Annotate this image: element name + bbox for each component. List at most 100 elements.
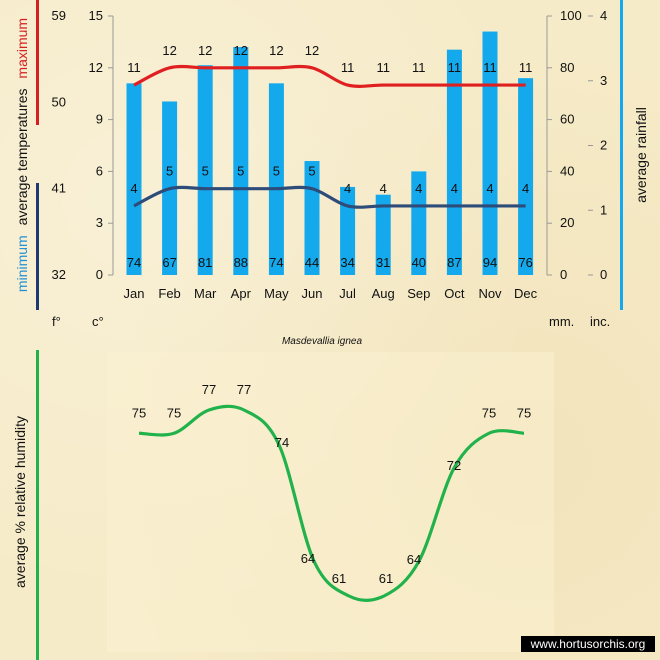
max-temp-label: 11 — [376, 60, 390, 75]
rainfall-label: 40 — [412, 255, 426, 270]
rainfall-label: 74 — [127, 255, 141, 270]
min-temp-label: 5 — [273, 164, 280, 179]
rainfall-bar — [411, 171, 427, 275]
unit-mm: mm. — [549, 314, 574, 329]
max-temp-label: 12 — [162, 43, 176, 58]
fahrenheit-tick-label: 41 — [52, 181, 66, 196]
inch-tick-label: 0 — [600, 267, 607, 282]
left-title-max: maximum — [14, 18, 30, 79]
max-temp-label: 11 — [448, 60, 462, 75]
rainfall-label: 87 — [447, 255, 461, 270]
min-temp-label: 4 — [380, 181, 387, 196]
right-title: average rainfall — [633, 107, 649, 203]
fahrenheit-tick-label: 59 — [52, 8, 66, 23]
max-temp-label: 11 — [412, 60, 426, 75]
rainfall-bar — [482, 31, 498, 275]
rainfall-bar — [126, 83, 142, 275]
rainfall-bar — [518, 78, 534, 275]
min-accent-bar — [36, 183, 39, 310]
humidity-label: 75 — [132, 405, 146, 420]
rainfall-bar — [446, 49, 462, 275]
celsius-tick-label: 9 — [96, 112, 103, 127]
mm-tick-label: 80 — [560, 60, 574, 75]
humidity-label: 61 — [332, 571, 346, 586]
humidity-panel — [107, 352, 554, 652]
unit-inches: inc. — [590, 314, 610, 329]
month-label: Aug — [372, 286, 395, 301]
max-temp-label: 11 — [127, 60, 141, 75]
humidity-label: 72 — [447, 458, 461, 473]
unit-celsius: c° — [92, 314, 104, 329]
mm-tick-label: 40 — [560, 163, 574, 178]
month-label: Jun — [302, 286, 323, 301]
month-label: May — [264, 286, 289, 301]
humidity-label: 64 — [407, 552, 421, 567]
left-title-mid: average temperatures — [14, 88, 30, 225]
max-temp-label: 12 — [234, 43, 248, 58]
min-temp-label: 4 — [522, 181, 529, 196]
inch-tick-label: 4 — [600, 8, 607, 23]
rainfall-label: 76 — [518, 255, 532, 270]
month-label: Oct — [444, 286, 465, 301]
celsius-tick-label: 12 — [89, 60, 103, 75]
celsius-tick-label: 15 — [89, 8, 103, 23]
rainfall-label: 34 — [340, 255, 354, 270]
celsius-tick-label: 3 — [96, 215, 103, 230]
species-caption: Masdevallia ignea — [282, 336, 362, 347]
min-temp-label: 4 — [451, 181, 458, 196]
rainfall-bar — [268, 83, 284, 275]
rainfall-bar — [375, 194, 391, 275]
min-temp-label: 5 — [308, 164, 315, 179]
inch-tick-label: 3 — [600, 73, 607, 88]
month-label: Mar — [194, 286, 217, 301]
mm-tick-label: 20 — [560, 215, 574, 230]
rainfall-label: 81 — [198, 255, 212, 270]
humidity-title: average % relative humidity — [12, 416, 28, 588]
humidity-label: 75 — [517, 405, 531, 420]
max-temp-label: 11 — [341, 60, 355, 75]
month-label: Jan — [124, 286, 145, 301]
min-temp-line — [133, 185, 526, 209]
rainfall-label: 44 — [305, 255, 319, 270]
inch-tick-label: 1 — [600, 202, 607, 217]
celsius-tick-label: 6 — [96, 163, 103, 178]
humidity-label: 77 — [202, 382, 216, 397]
month-label: Dec — [514, 286, 538, 301]
inch-tick-label: 2 — [600, 138, 607, 153]
max-temp-label: 12 — [269, 43, 283, 58]
humidity-label: 75 — [167, 405, 181, 420]
month-label: Feb — [158, 286, 180, 301]
rainfall-bar — [197, 65, 213, 276]
humidity-label: 75 — [482, 405, 496, 420]
rainfall-label: 67 — [162, 255, 176, 270]
min-temp-label: 5 — [166, 164, 173, 179]
min-temp-label: 5 — [202, 164, 209, 179]
min-temp-label: 4 — [415, 181, 422, 196]
rain-accent-bar — [620, 0, 623, 310]
watermark: www.hortusorchis.org — [521, 636, 655, 652]
mm-tick-label: 0 — [560, 267, 567, 282]
humidity-label: 74 — [275, 435, 289, 450]
mm-tick-label: 100 — [560, 8, 582, 23]
fahrenheit-tick-label: 50 — [52, 94, 66, 109]
max-temp-label: 12 — [198, 43, 212, 58]
rainfall-label: 88 — [234, 255, 248, 270]
mm-tick-label: 60 — [560, 112, 574, 127]
max-accent-bar — [36, 0, 39, 125]
humidity-label: 61 — [379, 571, 393, 586]
min-temp-label: 4 — [130, 181, 137, 196]
max-temp-line — [133, 64, 526, 88]
rainfall-bar — [233, 47, 249, 275]
max-temp-label: 12 — [305, 43, 319, 58]
rainfall-label: 74 — [269, 255, 283, 270]
min-temp-label: 4 — [344, 181, 351, 196]
left-title: minimum average temperatures maximum — [14, 18, 30, 292]
fahrenheit-tick-label: 32 — [52, 267, 66, 282]
month-label: Apr — [231, 286, 252, 301]
month-label: Sep — [407, 286, 430, 301]
celsius-tick-label: 0 — [96, 267, 103, 282]
left-title-min: minimum — [14, 235, 30, 292]
humidity-label: 77 — [237, 382, 251, 397]
rainfall-label: 94 — [483, 255, 497, 270]
